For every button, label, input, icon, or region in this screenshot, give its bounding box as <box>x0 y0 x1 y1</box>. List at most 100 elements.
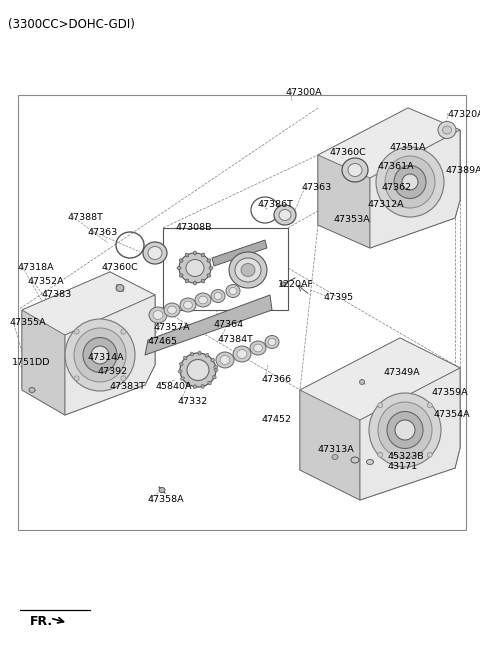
Polygon shape <box>318 108 460 178</box>
Text: 47363: 47363 <box>88 228 118 237</box>
Ellipse shape <box>241 264 255 276</box>
Ellipse shape <box>180 298 196 312</box>
Text: 45840A: 45840A <box>155 382 192 391</box>
Ellipse shape <box>148 246 162 259</box>
Polygon shape <box>22 272 155 415</box>
Text: 47320A: 47320A <box>448 110 480 119</box>
Ellipse shape <box>74 328 126 382</box>
Ellipse shape <box>211 289 225 302</box>
Ellipse shape <box>193 281 196 285</box>
Text: 47300A: 47300A <box>285 88 322 97</box>
Ellipse shape <box>253 344 263 352</box>
Text: 47384T: 47384T <box>218 335 254 344</box>
Ellipse shape <box>376 147 444 217</box>
Text: 47359A: 47359A <box>432 388 468 397</box>
Ellipse shape <box>395 420 415 440</box>
Text: 47312A: 47312A <box>368 200 405 209</box>
Ellipse shape <box>74 376 79 381</box>
Ellipse shape <box>332 454 338 460</box>
Ellipse shape <box>183 356 187 360</box>
Ellipse shape <box>179 253 211 283</box>
Ellipse shape <box>193 251 196 255</box>
Ellipse shape <box>229 287 237 295</box>
Polygon shape <box>22 272 155 335</box>
Text: 45323B: 45323B <box>388 452 425 461</box>
Ellipse shape <box>205 353 209 357</box>
Ellipse shape <box>202 253 204 257</box>
Ellipse shape <box>187 360 209 381</box>
Ellipse shape <box>208 381 211 385</box>
Ellipse shape <box>178 370 182 373</box>
Ellipse shape <box>185 253 189 257</box>
Text: 47354A: 47354A <box>434 410 470 419</box>
Text: 47357A: 47357A <box>154 323 191 332</box>
Ellipse shape <box>214 293 222 300</box>
Text: 47363: 47363 <box>302 183 332 192</box>
Text: 47389A: 47389A <box>446 166 480 175</box>
Ellipse shape <box>211 358 215 362</box>
Ellipse shape <box>179 274 183 277</box>
Ellipse shape <box>207 259 211 262</box>
Polygon shape <box>318 155 370 248</box>
Ellipse shape <box>121 329 126 334</box>
Ellipse shape <box>29 387 35 392</box>
Ellipse shape <box>348 163 362 176</box>
Ellipse shape <box>198 351 201 355</box>
Text: 47364: 47364 <box>213 320 243 329</box>
Ellipse shape <box>212 375 216 379</box>
Ellipse shape <box>177 266 181 270</box>
Ellipse shape <box>202 279 204 283</box>
Ellipse shape <box>185 279 189 283</box>
Text: (3300CC>DOHC-GDI): (3300CC>DOHC-GDI) <box>8 18 135 31</box>
Polygon shape <box>370 130 460 248</box>
Ellipse shape <box>367 460 373 464</box>
Text: 47353A: 47353A <box>333 215 370 224</box>
Ellipse shape <box>427 403 432 407</box>
Ellipse shape <box>216 352 234 368</box>
Ellipse shape <box>153 311 163 319</box>
Ellipse shape <box>214 366 218 368</box>
Ellipse shape <box>233 346 251 362</box>
Ellipse shape <box>121 376 126 381</box>
Ellipse shape <box>394 165 426 199</box>
Text: 47392: 47392 <box>98 367 128 376</box>
Ellipse shape <box>250 341 266 355</box>
Text: 47386T: 47386T <box>258 200 294 209</box>
Ellipse shape <box>201 385 204 389</box>
Text: 47383: 47383 <box>42 290 72 299</box>
Ellipse shape <box>195 293 211 307</box>
Text: 47361A: 47361A <box>377 162 414 171</box>
Text: 47318A: 47318A <box>18 263 55 272</box>
Text: 47360C: 47360C <box>102 263 139 272</box>
Text: 47465: 47465 <box>148 337 178 346</box>
Text: 47314A: 47314A <box>88 353 125 362</box>
Ellipse shape <box>443 126 452 134</box>
Ellipse shape <box>226 285 240 298</box>
Ellipse shape <box>164 303 180 317</box>
Ellipse shape <box>265 336 279 349</box>
Ellipse shape <box>83 338 117 372</box>
Text: 47360C: 47360C <box>330 148 367 157</box>
Text: 47352A: 47352A <box>28 277 65 286</box>
Polygon shape <box>300 338 460 500</box>
Ellipse shape <box>229 252 267 288</box>
Ellipse shape <box>214 368 218 372</box>
Ellipse shape <box>378 403 383 407</box>
Ellipse shape <box>237 349 247 358</box>
Text: 47308B: 47308B <box>175 223 212 232</box>
Polygon shape <box>65 295 155 415</box>
Polygon shape <box>22 310 65 415</box>
Text: 1220AF: 1220AF <box>278 280 314 289</box>
Ellipse shape <box>342 158 368 182</box>
Text: 47362: 47362 <box>382 183 412 192</box>
Ellipse shape <box>74 329 79 334</box>
Text: 47349A: 47349A <box>383 368 420 377</box>
Polygon shape <box>145 295 272 355</box>
Ellipse shape <box>387 411 423 449</box>
Ellipse shape <box>179 362 183 366</box>
Text: 47355A: 47355A <box>10 318 47 327</box>
Polygon shape <box>300 390 360 500</box>
Bar <box>18 95 466 530</box>
Ellipse shape <box>91 346 109 364</box>
Ellipse shape <box>280 282 286 286</box>
